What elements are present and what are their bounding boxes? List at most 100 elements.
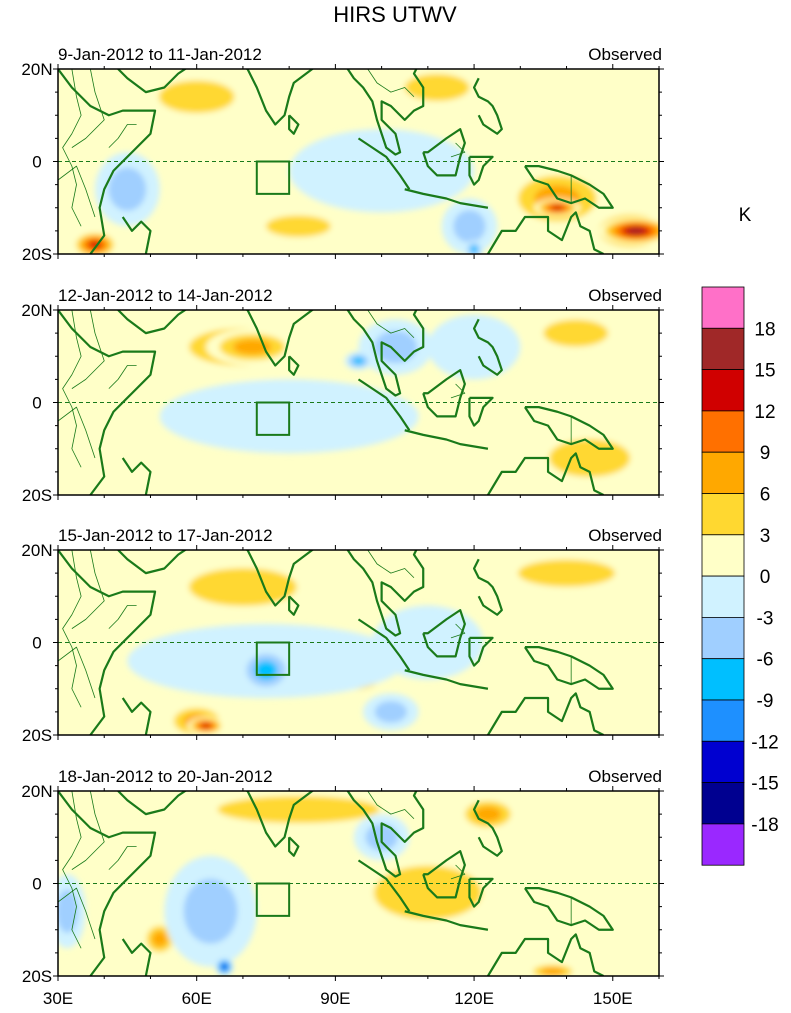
- colorbar-swatch: [701, 575, 745, 618]
- contour-level: [254, 660, 278, 680]
- coastlines: [58, 791, 614, 976]
- contour-level: [58, 889, 79, 933]
- colorbar-swatch: [701, 369, 745, 412]
- coastline: [524, 887, 614, 931]
- cold-anomaly-8: [58, 874, 86, 949]
- coastline: [346, 69, 425, 156]
- coastline: [468, 636, 494, 667]
- coastline: [288, 836, 300, 857]
- colorbar-label: 9: [760, 443, 771, 464]
- coastline: [524, 646, 614, 690]
- anomaly-contours: [71, 69, 659, 254]
- colorbar-swatch: [701, 451, 745, 494]
- warm-anomaly-5: [483, 550, 650, 597]
- coastline: [58, 69, 157, 254]
- coastline: [288, 355, 300, 376]
- panel-observed-label: Observed: [588, 526, 662, 545]
- coastline: [472, 558, 503, 616]
- colorbar-label: -3: [757, 608, 774, 629]
- contour-level: [453, 210, 486, 243]
- coastline: [357, 618, 411, 671]
- cold-anomaly-10: [94, 152, 160, 227]
- warm-anomaly-6: [598, 217, 659, 245]
- cold-anomaly-6: [164, 855, 257, 967]
- units-label: K: [739, 205, 752, 226]
- panel-2: 12-Jan-2012 to 14-Jan-2012 Observed 20N 0 20…: [21, 286, 664, 505]
- coastline: [117, 69, 188, 94]
- country-border: [58, 887, 96, 940]
- warm-anomaly-3: [187, 716, 225, 735]
- panel-period-label: 9-Jan-2012 to 11-Jan-2012: [58, 45, 262, 64]
- warm-anomaly-8: [242, 207, 354, 245]
- panel-observed-label: Observed: [588, 45, 662, 64]
- coastline: [472, 318, 503, 376]
- coastline: [404, 429, 489, 450]
- colorbar-label: -9: [757, 691, 774, 712]
- target-box: [255, 160, 291, 195]
- coastline: [58, 550, 157, 735]
- ticks: [53, 545, 664, 740]
- contour-level: [352, 357, 365, 365]
- warm-anomaly-7: [71, 230, 119, 254]
- coastline: [468, 155, 494, 186]
- country-border: [367, 550, 415, 579]
- coastline: [524, 165, 614, 209]
- warm-anomaly-4: [520, 310, 632, 357]
- country-border: [108, 365, 137, 389]
- country-border: [450, 623, 466, 639]
- contour-level: [222, 964, 227, 970]
- warm-anomaly-2: [455, 795, 521, 833]
- contour-level: [470, 245, 478, 254]
- coastline: [357, 378, 411, 431]
- cold-anomaly-7: [344, 351, 373, 371]
- y-tick-label: 0: [32, 394, 41, 413]
- contour-level: [374, 701, 408, 723]
- coastline: [244, 791, 315, 848]
- target-box: [255, 641, 291, 676]
- y-tick-label: 0: [32, 875, 41, 894]
- country-border: [71, 310, 105, 389]
- country-border: [62, 550, 82, 708]
- colorbar-label: -12: [751, 732, 778, 753]
- y-tick-label: 0: [32, 634, 41, 653]
- colorbar-swatch: [701, 327, 745, 370]
- y-tick-label: 20N: [21, 301, 52, 320]
- x-tick-label: 60E: [182, 989, 212, 1008]
- y-tick-label: 20N: [21, 60, 52, 79]
- y-tick-label: 20S: [22, 245, 52, 264]
- coastline: [524, 406, 614, 450]
- coastline: [487, 692, 605, 735]
- y-tick-label: 20N: [21, 782, 52, 801]
- contour-level: [474, 806, 502, 822]
- coastline: [487, 452, 605, 495]
- contour-level: [201, 723, 211, 729]
- coastline: [346, 791, 425, 878]
- country-border: [58, 165, 96, 218]
- coastline: [121, 216, 152, 254]
- contour-level: [108, 167, 147, 211]
- coastline: [346, 310, 425, 397]
- warm-anomaly-3: [335, 846, 521, 939]
- cold-anomaly-12: [464, 240, 484, 254]
- country-border: [62, 69, 82, 227]
- x-tick-label: 90E: [320, 989, 350, 1008]
- contour-level: [427, 314, 521, 380]
- colorbar-label: -18: [751, 815, 778, 836]
- contour-level: [289, 129, 475, 213]
- country-border: [450, 864, 466, 880]
- y-tick-label: 20S: [22, 486, 52, 505]
- cold-anomaly-7: [238, 647, 294, 694]
- colorbar-swatch: [701, 534, 745, 577]
- country-border: [58, 406, 96, 459]
- target-box: [255, 401, 291, 436]
- ticks: [53, 305, 664, 500]
- coastline: [346, 550, 425, 637]
- cold-anomaly-9: [289, 129, 475, 213]
- colorbar-label: 18: [754, 319, 775, 340]
- contour-level: [404, 74, 470, 101]
- contour-level: [627, 227, 644, 234]
- panel-observed-label: Observed: [588, 767, 662, 786]
- coastline: [288, 114, 300, 135]
- country-border: [367, 791, 415, 820]
- y-tick-label: 20N: [21, 541, 52, 560]
